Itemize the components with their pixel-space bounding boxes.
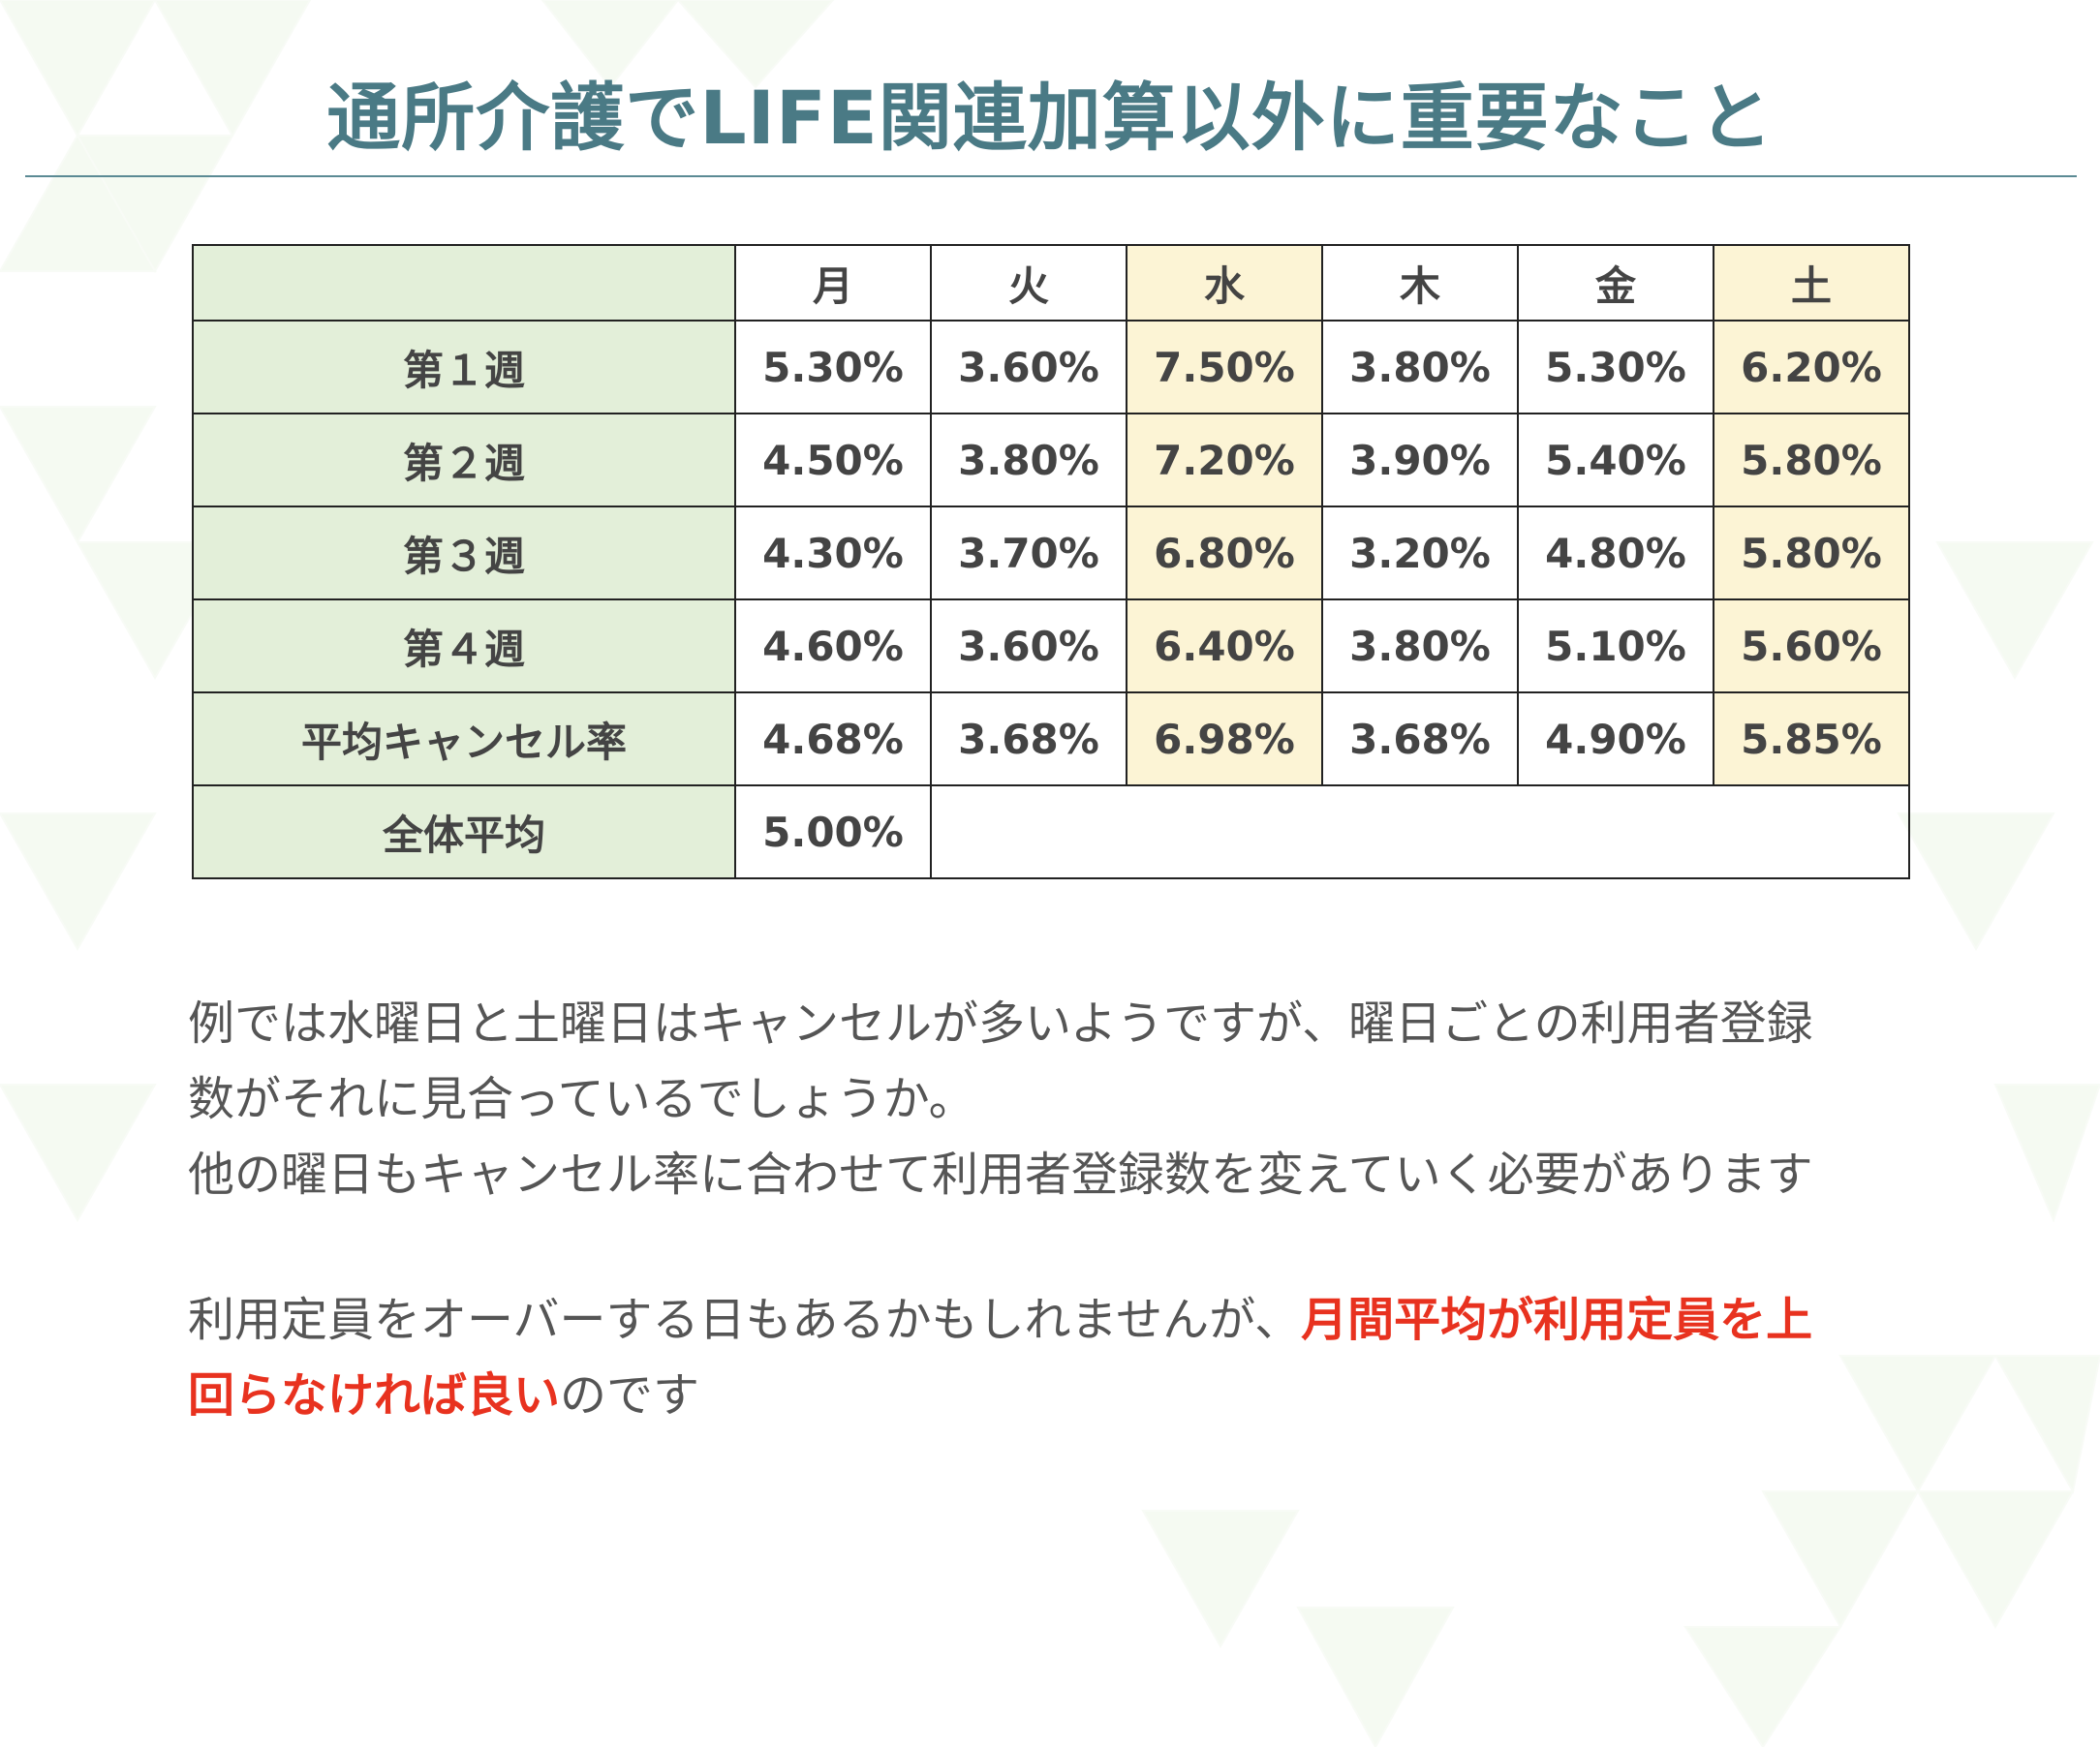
table-cell: 6.20% — [1713, 320, 1910, 414]
table-cell: 3.80% — [1321, 598, 1519, 693]
table-cell: 3.80% — [930, 413, 1127, 507]
table-row: 第２週 4.50% 3.80% 7.20% 3.90% 5.40% 5.80% — [192, 413, 1910, 507]
paragraph-gap — [188, 1212, 1931, 1282]
table-cell: 5.60% — [1713, 598, 1910, 693]
table-row: 第３週 4.30% 3.70% 6.80% 3.20% 4.80% 5.80% — [192, 506, 1910, 600]
header-cell-sat: 土 — [1713, 244, 1910, 322]
cancel-rate-table: 月 火 水 木 金 土 第１週 5.30% 3.60% 7.50% 3.80% … — [192, 244, 1910, 879]
header-cell-tue: 火 — [930, 244, 1127, 322]
text-line: 回らなければ良いのです — [188, 1358, 1931, 1433]
table-cell: 4.50% — [734, 413, 932, 507]
table-row: 第１週 5.30% 3.60% 7.50% 3.80% 5.30% 6.20% — [192, 320, 1910, 414]
header-cell-fri: 金 — [1517, 244, 1714, 322]
table-row: 第４週 4.60% 3.60% 6.40% 3.80% 5.10% 5.60% — [192, 598, 1910, 693]
row-label: 第２週 — [192, 413, 736, 507]
table-cell: 3.60% — [930, 598, 1127, 693]
title-divider — [25, 175, 2077, 177]
page-title: 通所介護でLIFE関連加算以外に重要なこと — [326, 75, 1774, 161]
table-cell: 4.68% — [734, 691, 932, 786]
table-cell: 4.30% — [734, 506, 932, 600]
text-normal: のです — [560, 1368, 700, 1423]
row-label: 第３週 — [192, 506, 736, 600]
table-cell: 5.30% — [1517, 320, 1714, 414]
header-cell-mon: 月 — [734, 244, 932, 322]
table-cell: 5.30% — [734, 320, 932, 414]
row-label: 平均キャンセル率 — [192, 691, 736, 786]
table-cell: 3.70% — [930, 506, 1127, 600]
row-label: 全体平均 — [192, 784, 736, 879]
table-cell: 3.90% — [1321, 413, 1519, 507]
table-cell: 7.50% — [1126, 320, 1323, 414]
explanation-text: 例では水曜日と土曜日はキャンセルが多いようですが、曜日ごとの利用者登録 数がそれ… — [188, 986, 1931, 1433]
header-corner-cell — [192, 244, 736, 322]
text-line: 利用定員をオーバーする日もあるかもしれませんが、月間平均が利用定員を上 — [188, 1282, 1931, 1358]
table-cell: 3.60% — [930, 320, 1127, 414]
text-line: 例では水曜日と土曜日はキャンセルが多いようですが、曜日ごとの利用者登録 — [188, 996, 1813, 1051]
row-label: 第１週 — [192, 320, 736, 414]
table-cell: 5.85% — [1713, 691, 1910, 786]
header-cell-thu: 木 — [1321, 244, 1519, 322]
table-cell: 3.68% — [1321, 691, 1519, 786]
text-normal: 利用定員をオーバーする日もあるかもしれませんが、 — [188, 1293, 1302, 1347]
table-cell: 4.80% — [1517, 506, 1714, 600]
table-cell: 5.80% — [1713, 506, 1910, 600]
text-line: 他の曜日もキャンセル率に合わせて利用者登録数を変えていく必要があります — [188, 1148, 1813, 1202]
table-cell: 6.80% — [1126, 506, 1323, 600]
table-row-overall: 全体平均 5.00% — [192, 784, 1910, 879]
header-cell-wed: 水 — [1126, 244, 1323, 322]
table-cell: 6.98% — [1126, 691, 1323, 786]
table-cell: 5.00% — [734, 784, 932, 879]
empty-merged-cell — [930, 784, 1910, 879]
table-cell: 5.40% — [1517, 413, 1714, 507]
table-cell: 4.90% — [1517, 691, 1714, 786]
emphasis-text: 回らなければ良い — [188, 1368, 561, 1423]
table-cell: 3.80% — [1321, 320, 1519, 414]
table-row-average: 平均キャンセル率 4.68% 3.68% 6.98% 3.68% 4.90% 5… — [192, 691, 1910, 786]
table-cell: 3.20% — [1321, 506, 1519, 600]
row-label: 第４週 — [192, 598, 736, 693]
table-cell: 3.68% — [930, 691, 1127, 786]
emphasis-text: 月間平均が利用定員を上 — [1301, 1293, 1813, 1347]
table-cell: 6.40% — [1126, 598, 1323, 693]
table-cell: 5.80% — [1713, 413, 1910, 507]
table-cell: 7.20% — [1126, 413, 1323, 507]
text-line: 数がそれに見合っているでしょうか。 — [188, 1072, 975, 1126]
table-cell: 4.60% — [734, 598, 932, 693]
table-cell: 5.10% — [1517, 598, 1714, 693]
table-header-row: 月 火 水 木 金 土 — [192, 244, 1910, 322]
